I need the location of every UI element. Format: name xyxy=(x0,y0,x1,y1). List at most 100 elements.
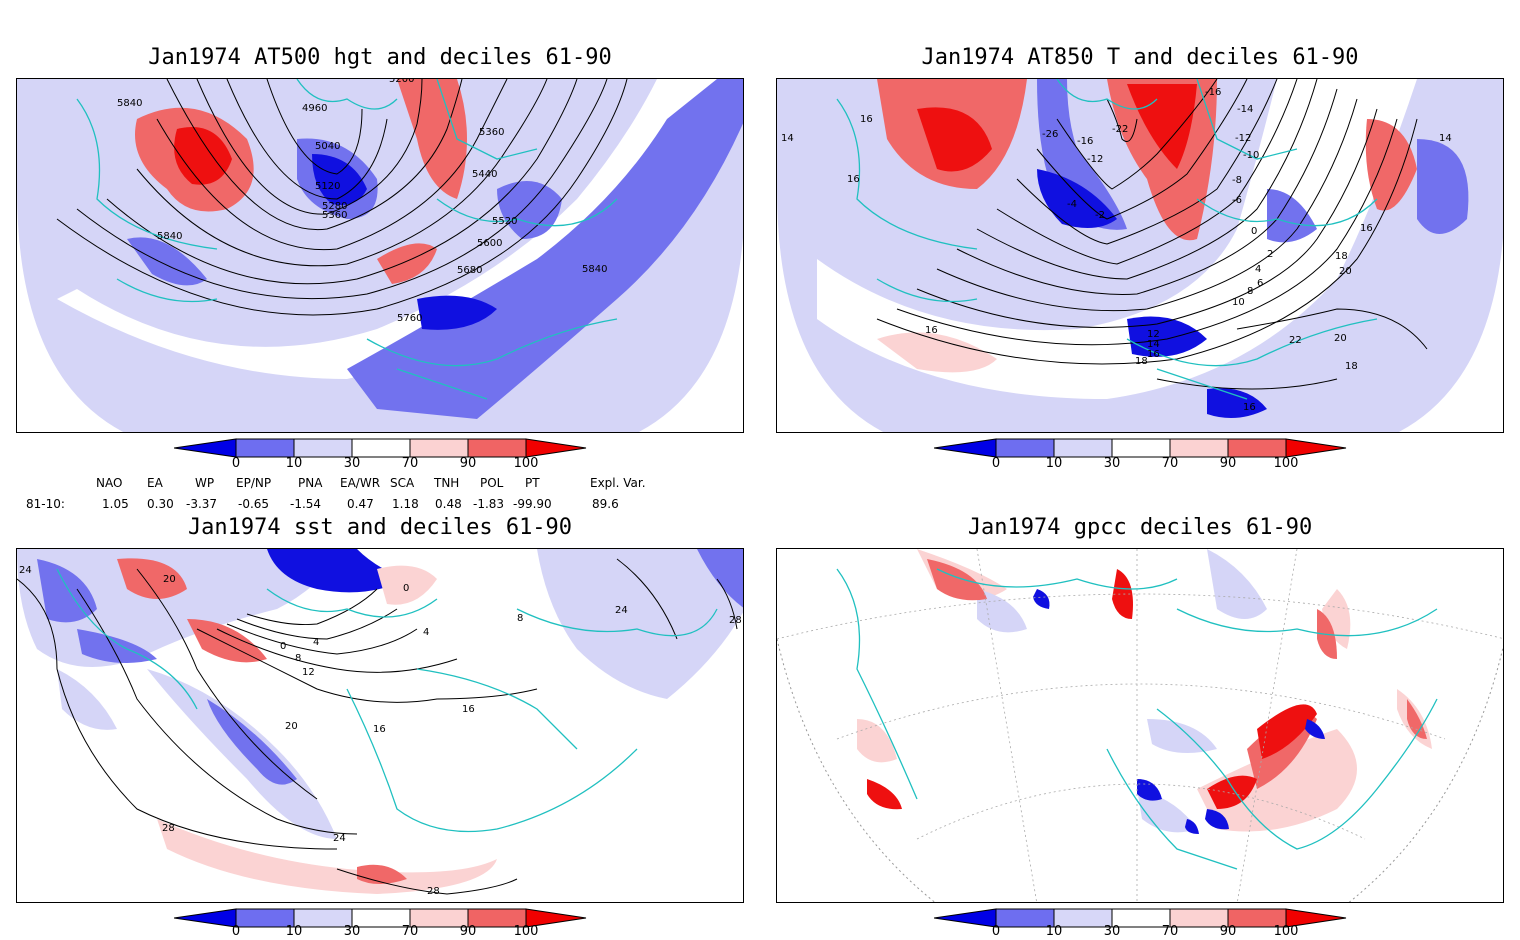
index-header: Expl. Var. xyxy=(590,476,646,490)
contour-label: 16 xyxy=(1147,349,1160,360)
deep-blue-region xyxy=(267,549,407,593)
index-header: PT xyxy=(525,476,540,490)
mid-blue-region-1 xyxy=(37,559,97,623)
colorbar-tick: 90 xyxy=(1219,924,1237,939)
contour-label: 8 xyxy=(295,653,301,664)
colorbar-4 xyxy=(934,908,1347,928)
red-anomaly-4 xyxy=(877,332,997,373)
contour-label: 16 xyxy=(373,724,386,735)
index-value: -1.54 xyxy=(290,497,322,511)
index-header: WP xyxy=(195,476,215,490)
colorbar-tick: 10 xyxy=(285,456,303,471)
map-svg-4 xyxy=(777,549,1503,902)
contour-label: 10 xyxy=(1232,297,1245,308)
colorbar-tick: 10 xyxy=(1045,456,1063,471)
contour-label: 5360 xyxy=(322,210,347,221)
contour-label: -26 xyxy=(1042,129,1058,140)
contour-label: 12 xyxy=(1147,329,1160,340)
coastlines xyxy=(836,568,1438,870)
contour-label: 16 xyxy=(1243,402,1256,413)
graticule xyxy=(777,549,1503,902)
contour-label: 24 xyxy=(615,605,628,616)
colorbar-tick: 0 xyxy=(231,456,241,471)
colorbar-tick: 70 xyxy=(1161,924,1179,939)
contour-labels-2: 14 16 16 -16 -14 -26 -16 -22 -12 -12 -10… xyxy=(781,87,1452,413)
contour-label: 12 xyxy=(302,667,315,678)
index-header: POL xyxy=(480,476,504,490)
contour-label: 8 xyxy=(517,613,523,624)
index-value: 1.18 xyxy=(392,497,419,511)
light-red-region-2 xyxy=(187,619,267,663)
colorbar-tick: 30 xyxy=(1103,924,1121,939)
red-anomaly-1b xyxy=(174,127,232,185)
blue-anomaly-1b xyxy=(1037,169,1117,228)
contour-label: 16 xyxy=(860,114,873,125)
contour-label: 14 xyxy=(1439,133,1452,144)
contour-label: -16 xyxy=(1077,136,1093,147)
light-red-region-1 xyxy=(117,558,187,599)
contour-label: -12 xyxy=(1235,133,1251,144)
index-value: -3.37 xyxy=(186,497,218,511)
colorbar-3 xyxy=(174,908,587,928)
colorbar-tick: 90 xyxy=(459,456,477,471)
colorbar-tick: 10 xyxy=(1045,924,1063,939)
index-value: -0.65 xyxy=(238,497,270,511)
light-red-region-3 xyxy=(157,819,497,894)
colorbar-tick: 10 xyxy=(285,924,303,939)
index-value: 89.6 xyxy=(592,497,619,511)
light-red-region-5 xyxy=(377,565,437,605)
index-header: PNA xyxy=(298,476,323,490)
contour-label: -14 xyxy=(1237,104,1253,115)
contour-label: 5280 xyxy=(322,201,347,212)
contour-label: 28 xyxy=(729,615,742,626)
contour-label: 4 xyxy=(1255,264,1261,275)
colorbar-tick: 0 xyxy=(231,924,241,939)
contour-label: 5760 xyxy=(397,313,422,324)
contour-label: 22 xyxy=(1289,335,1302,346)
light-blue-region-3 xyxy=(537,549,743,699)
map-panel-3: 24 20 0 4 8 12 16 16 20 24 28 28 24 28 0… xyxy=(16,548,744,903)
index-header: TNH xyxy=(434,476,460,490)
map-panel-4 xyxy=(776,548,1504,903)
contours xyxy=(876,79,1428,390)
contour-label: 4960 xyxy=(302,103,327,114)
contour-label: 14 xyxy=(1147,339,1160,350)
mid-blue-region-2 xyxy=(77,629,157,663)
colorbar-tick: 70 xyxy=(401,924,419,939)
contour-label: 2 xyxy=(1267,249,1273,260)
index-value: -99.90 xyxy=(513,497,552,511)
map-svg-1: 5840 4960 5360 5040 5120 5280 5360 5440 … xyxy=(17,79,743,432)
contour-label: 0 xyxy=(1251,226,1257,237)
contour-label: 24 xyxy=(19,565,32,576)
map-background xyxy=(777,549,1503,902)
index-value: 1.05 xyxy=(102,497,129,511)
contour-label: 28 xyxy=(162,823,175,834)
map-panel-2: 14 16 16 -16 -14 -26 -16 -22 -12 -12 -10… xyxy=(776,78,1504,433)
red-anomaly-2b xyxy=(1127,84,1197,169)
map-panel-1: 5840 4960 5360 5040 5120 5280 5360 5440 … xyxy=(16,78,744,433)
index-header: NAO xyxy=(96,476,123,490)
contour-label: 24 xyxy=(333,833,346,844)
contour-label: 8 xyxy=(1247,286,1253,297)
contour-label: 18 xyxy=(1135,356,1148,367)
contour-label: -12 xyxy=(1087,154,1103,165)
contour-label: 5360 xyxy=(479,127,504,138)
contour-label: 14 xyxy=(781,133,794,144)
teleconnection-index-table: NAO EA WP EP/NP PNA EA/WR SCA TNH POL PT… xyxy=(0,474,760,514)
contour-label: 5040 xyxy=(315,141,340,152)
colorbar-tick: 70 xyxy=(1161,456,1179,471)
blue-anomaly-2 xyxy=(497,181,562,239)
contour-label: 5840 xyxy=(117,98,142,109)
contour-label: 4 xyxy=(313,637,319,648)
contour-label: 5120 xyxy=(315,181,340,192)
colorbar-tick: 90 xyxy=(459,924,477,939)
contours xyxy=(17,558,738,895)
coastlines xyxy=(836,79,1378,400)
map-svg-3: 24 20 0 4 8 12 16 16 20 24 28 28 24 28 0… xyxy=(17,549,743,902)
red-anomaly-3 xyxy=(377,243,437,284)
white-region xyxy=(817,79,1417,399)
colorbar-tick: 30 xyxy=(343,456,361,471)
index-header: EA/WR xyxy=(340,476,381,490)
contour-label: -22 xyxy=(1112,124,1128,135)
red-anomaly-1b xyxy=(917,107,992,172)
